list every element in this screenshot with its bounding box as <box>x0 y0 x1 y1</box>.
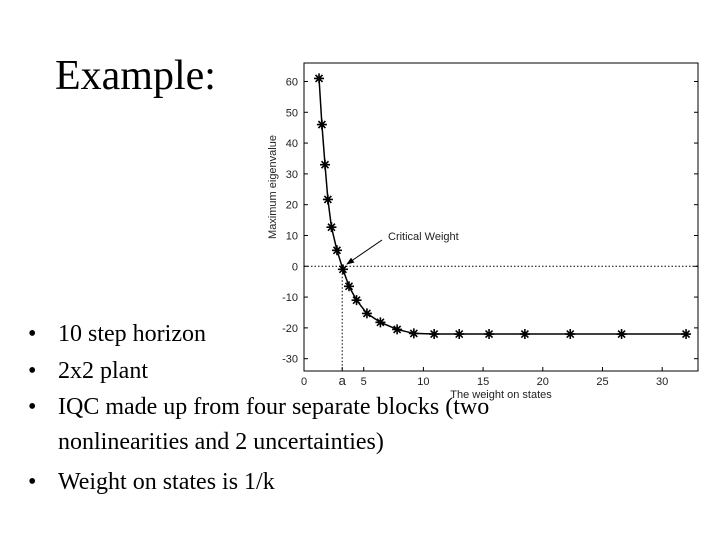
y-tick-label: 0 <box>292 261 298 273</box>
marker <box>337 264 348 275</box>
annotation-arrow <box>346 239 383 265</box>
marker <box>344 281 355 292</box>
marker <box>681 329 692 340</box>
bullet: IQC made up from four separate blocks (t… <box>28 390 588 460</box>
y-tick-label: 50 <box>286 107 298 119</box>
y-tick-label: 20 <box>286 200 298 212</box>
slide-title: Example: <box>55 53 216 99</box>
y-axis-label: Maximum eigenvalue <box>267 135 279 239</box>
marker <box>361 308 372 319</box>
marker <box>314 73 325 84</box>
x-tick-label: 30 <box>656 376 668 388</box>
bullet: Weight on states is 1/k <box>28 464 588 501</box>
bullet: 10 step horizon <box>28 316 588 353</box>
y-tick-label: 30 <box>286 169 298 181</box>
annotation: Critical Weight <box>388 231 459 243</box>
x-tick-label: 25 <box>596 376 608 388</box>
marker <box>316 119 327 130</box>
bullets: 10 step horizon 2x2 plant IQC made up fr… <box>28 316 588 501</box>
y-tick-label: 10 <box>286 230 298 242</box>
marker <box>320 159 331 170</box>
marker <box>326 222 337 233</box>
y-tick-label: -10 <box>282 292 298 304</box>
marker <box>616 329 627 340</box>
marker <box>351 295 362 306</box>
bullet: 2x2 plant <box>28 353 588 390</box>
data-line <box>318 78 687 335</box>
y-tick-label: 60 <box>286 76 298 88</box>
y-tick-label: 40 <box>286 138 298 150</box>
marker <box>331 245 342 256</box>
marker <box>322 194 333 205</box>
